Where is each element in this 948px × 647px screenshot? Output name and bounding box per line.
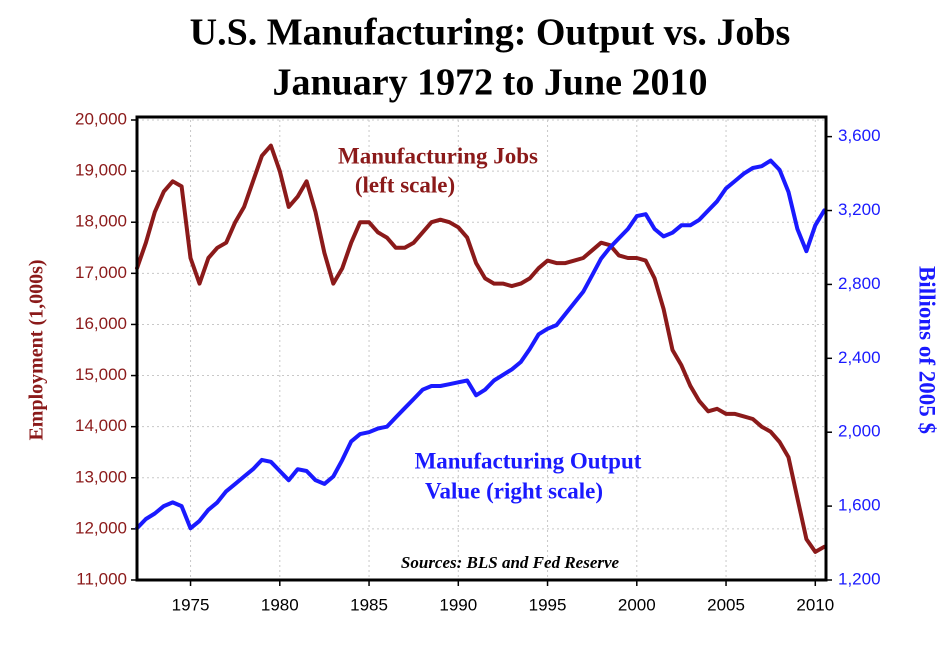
y-tick-label: 16,000	[75, 314, 127, 333]
y2-tick-label: 1,200	[838, 569, 881, 588]
x-tick-label: 1980	[261, 595, 299, 614]
y-tick-label: 14,000	[75, 416, 127, 435]
annotation: Manufacturing Output	[415, 448, 642, 473]
data-line	[135, 158, 827, 531]
source-note: Sources: BLS and Fed Reserve	[401, 553, 620, 572]
y-tick-label: 12,000	[75, 518, 127, 537]
x-tick-label: 1985	[350, 595, 388, 614]
chart-title: U.S. Manufacturing: Output vs. Jobs	[190, 12, 791, 54]
y2-tick-label: 2,000	[838, 422, 881, 441]
y-tick-label: 18,000	[75, 212, 127, 231]
chart-subtitle: January 1972 to June 2010	[273, 62, 708, 104]
y2-tick-label: 3,600	[838, 126, 881, 145]
y2-tick-label: 2,800	[838, 274, 881, 293]
annotation: Value (right scale)	[425, 478, 603, 503]
y-tick-label: 13,000	[75, 467, 127, 486]
annotation: Manufacturing Jobs	[338, 143, 538, 168]
y2-tick-label: 1,600	[838, 496, 881, 515]
x-tick-label: 2010	[796, 595, 834, 614]
y-axis-title: Employment (1,000s)	[26, 259, 48, 440]
plot-frame	[135, 115, 828, 582]
y-tick-label: 20,000	[75, 109, 127, 128]
annotation: (left scale)	[355, 172, 455, 197]
y-tick-label: 17,000	[75, 263, 127, 282]
y-tick-label: 11,000	[76, 569, 127, 588]
x-tick-label: 1995	[529, 595, 567, 614]
x-tick-label: 1990	[439, 595, 477, 614]
data-line	[135, 143, 827, 554]
y2-tick-label: 2,400	[838, 348, 881, 367]
x-tick-label: 2000	[618, 595, 656, 614]
y2-tick-label: 3,200	[838, 200, 881, 219]
x-tick-label: 1975	[172, 595, 210, 614]
y2-axis-title: Billions of 2005 $	[915, 266, 940, 434]
x-tick-label: 2005	[707, 595, 745, 614]
y-tick-label: 19,000	[75, 161, 127, 180]
y-tick-label: 15,000	[75, 365, 127, 384]
